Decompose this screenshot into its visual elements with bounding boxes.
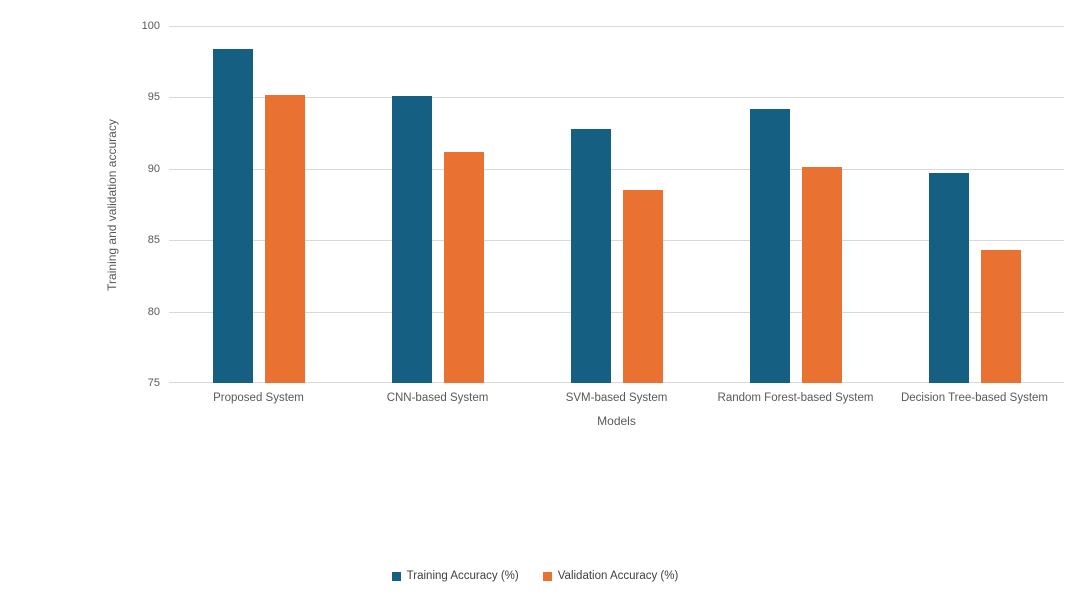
bar bbox=[443, 151, 484, 383]
x-axis-category-labels: Proposed System CNN-based System SVM-based… bbox=[169, 391, 1064, 405]
gridline-100 bbox=[169, 26, 1064, 27]
x-category-label: CNN-based System bbox=[386, 392, 489, 404]
gridline-95 bbox=[169, 97, 1064, 99]
bar bbox=[749, 108, 790, 383]
bar bbox=[570, 128, 611, 383]
bar bbox=[391, 96, 432, 383]
bar bbox=[622, 190, 663, 383]
x-category-label: Proposed System bbox=[213, 392, 304, 404]
y-tick-label-95: 95 bbox=[147, 91, 160, 104]
gridline-80 bbox=[169, 311, 1064, 313]
bar-group bbox=[885, 26, 1064, 383]
legend-item: Training Accuracy (%) bbox=[391, 570, 519, 582]
legend-label: Validation Accuracy (%) bbox=[557, 570, 679, 582]
bar bbox=[212, 48, 253, 383]
y-axis-tick-labels: 75 80 85 90 95 100 bbox=[0, 20, 160, 389]
bar-group bbox=[169, 26, 348, 383]
bar-group bbox=[348, 26, 527, 383]
y-tick-label-80: 80 bbox=[147, 305, 160, 318]
bar bbox=[980, 250, 1021, 383]
y-tick-label-90: 90 bbox=[147, 162, 160, 175]
bar-groups bbox=[169, 26, 1064, 383]
x-category-label: Decision Tree-based System bbox=[900, 392, 1048, 404]
legend-item: Validation Accuracy (%) bbox=[542, 570, 679, 582]
legend-swatch-icon bbox=[391, 571, 401, 581]
y-tick-label-85: 85 bbox=[147, 234, 160, 247]
x-axis-title: Models bbox=[597, 414, 636, 428]
bar bbox=[801, 167, 842, 383]
legend-swatch-icon bbox=[542, 571, 552, 581]
bar bbox=[928, 173, 969, 383]
bar-group bbox=[527, 26, 706, 383]
plot-area bbox=[169, 26, 1064, 383]
y-tick-label-75: 75 bbox=[147, 377, 160, 389]
bar-group bbox=[706, 26, 885, 383]
x-category-label: Random Forest-based System bbox=[717, 392, 874, 404]
x-category-label: SVM-based System bbox=[565, 392, 668, 404]
gridline-90 bbox=[169, 168, 1064, 170]
y-tick-label-100: 100 bbox=[141, 20, 160, 32]
gridline-75 bbox=[169, 382, 1064, 383]
bar bbox=[264, 94, 305, 383]
gridline-85 bbox=[169, 240, 1064, 242]
legend-label: Training Accuracy (%) bbox=[406, 570, 519, 582]
legend: Training Accuracy (%) Validation Accuracy… bbox=[0, 570, 1070, 582]
